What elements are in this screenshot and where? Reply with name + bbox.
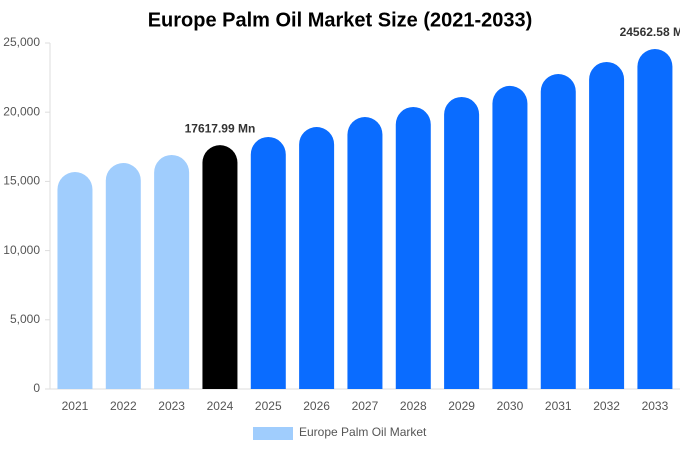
x-tick-label: 2022 (110, 399, 137, 413)
x-tick-label: 2030 (497, 399, 524, 413)
x-tick-label: 2023 (158, 399, 185, 413)
bar (154, 154, 190, 389)
x-tick-label: 2025 (255, 399, 282, 413)
bar (105, 162, 141, 389)
bar (589, 61, 625, 390)
value-label: 24562.58 Mn (620, 25, 680, 39)
bar (540, 74, 576, 390)
x-tick-label: 2021 (62, 399, 89, 413)
y-tick-label: 25,000 (3, 35, 40, 49)
y-tick-label: 20,000 (3, 104, 40, 118)
bar (395, 106, 431, 390)
bar (637, 49, 673, 389)
x-tick-label: 2027 (352, 399, 379, 413)
chart-title: Europe Palm Oil Market Size (2021-2033) (148, 9, 533, 31)
y-tick-label: 15,000 (3, 174, 40, 188)
legend-label: Europe Palm Oil Market (299, 425, 427, 439)
bar (347, 117, 383, 389)
x-tick-label: 2029 (448, 399, 475, 413)
bar (57, 171, 93, 389)
bar (492, 85, 528, 390)
bar (202, 145, 238, 389)
y-tick-label: 5,000 (10, 312, 40, 326)
y-tick-label: 0 (33, 381, 40, 395)
x-tick-label: 2024 (207, 399, 234, 413)
value-label: 17617.99 Mn (185, 121, 256, 135)
x-tick-label: 2032 (593, 399, 620, 413)
bar (250, 136, 286, 389)
bar (299, 127, 335, 390)
x-tick-label: 2033 (642, 399, 669, 413)
x-tick-label: 2026 (303, 399, 330, 413)
x-tick-label: 2031 (545, 399, 572, 413)
bar (444, 96, 480, 389)
y-tick-label: 10,000 (3, 243, 40, 257)
legend-swatch (253, 427, 293, 440)
x-tick-label: 2028 (400, 399, 427, 413)
